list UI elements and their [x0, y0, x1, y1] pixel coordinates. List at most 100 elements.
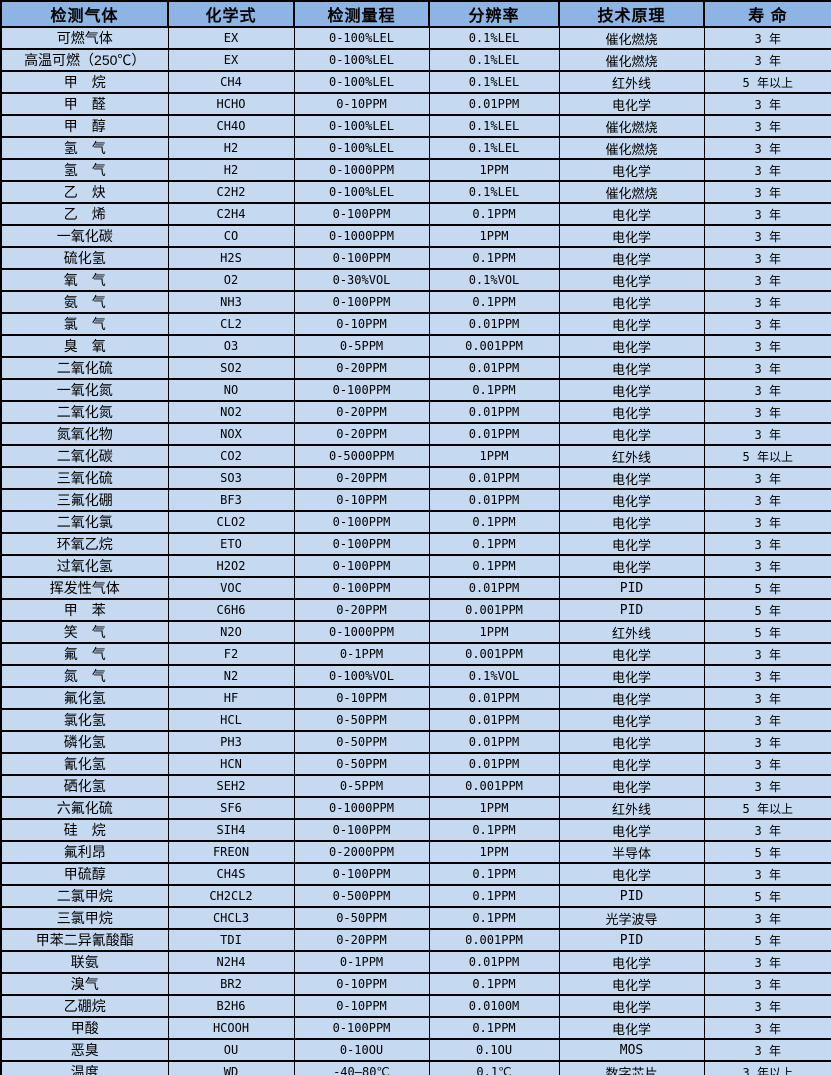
column-header-formula: 化学式	[167, 0, 295, 28]
cell-lifespan: 3 年	[703, 136, 831, 160]
cell-resolution: 0.01PPM	[428, 400, 560, 424]
cell-gas: 三氧化硫	[0, 466, 169, 490]
cell-gas: 甲 苯	[0, 598, 169, 622]
cell-formula: C2H4	[167, 202, 295, 226]
cell-gas: 恶臭	[0, 1038, 169, 1062]
cell-resolution: 0.001PPM	[428, 598, 560, 622]
cell-lifespan: 3 年	[703, 862, 831, 886]
cell-resolution: 0.001PPM	[428, 928, 560, 952]
cell-formula: SO3	[167, 466, 295, 490]
cell-lifespan: 5 年	[703, 840, 831, 864]
cell-gas: 过氧化氢	[0, 554, 169, 578]
table-row: 二氯甲烷 CH2CL2 0-500PPM 0.1PPM PID 5 年	[0, 884, 831, 908]
cell-formula: EX	[167, 48, 295, 72]
cell-gas: 乙硼烷	[0, 994, 169, 1018]
cell-range: 0-100PPM	[293, 378, 430, 402]
cell-resolution: 1PPM	[428, 840, 560, 864]
cell-lifespan: 3 年	[703, 400, 831, 424]
cell-principle: 红外线	[558, 796, 705, 820]
cell-resolution: 0.1%VOL	[428, 268, 560, 292]
cell-range: -40—80℃	[293, 1060, 430, 1075]
cell-gas: 氢 气	[0, 158, 169, 182]
cell-principle: 电化学	[558, 334, 705, 358]
cell-resolution: 0.1%LEL	[428, 26, 560, 50]
cell-range: 0-50PPM	[293, 752, 430, 776]
cell-formula: H2S	[167, 246, 295, 270]
cell-formula: TDI	[167, 928, 295, 952]
table-row: 挥发性气体 VOC 0-100PPM 0.01PPM PID 5 年	[0, 576, 831, 600]
cell-formula: FREON	[167, 840, 295, 864]
cell-resolution: 1PPM	[428, 620, 560, 644]
cell-principle: 催化燃烧	[558, 48, 705, 72]
cell-lifespan: 3 年	[703, 994, 831, 1018]
cell-lifespan: 3 年	[703, 950, 831, 974]
cell-principle: 电化学	[558, 224, 705, 248]
table-row: 氧 气 O2 0-30%VOL 0.1%VOL 电化学 3 年	[0, 268, 831, 292]
cell-gas: 氟化氢	[0, 686, 169, 710]
table-row: 三氧化硫 SO3 0-20PPM 0.01PPM 电化学 3 年	[0, 466, 831, 490]
cell-range: 0-30%VOL	[293, 268, 430, 292]
cell-lifespan: 3 年	[703, 378, 831, 402]
cell-gas: 氟利昂	[0, 840, 169, 864]
cell-range: 0-10PPM	[293, 686, 430, 710]
cell-resolution: 0.1%VOL	[428, 664, 560, 688]
cell-gas: 甲苯二异氰酸酯	[0, 928, 169, 952]
cell-principle: 电化学	[558, 752, 705, 776]
cell-resolution: 0.1PPM	[428, 972, 560, 996]
cell-gas: 环氧乙烷	[0, 532, 169, 556]
cell-resolution: 0.0100M	[428, 994, 560, 1018]
cell-gas: 氯化氢	[0, 708, 169, 732]
cell-principle: 电化学	[558, 356, 705, 380]
cell-range: 0-50PPM	[293, 708, 430, 732]
cell-resolution: 0.1PPM	[428, 532, 560, 556]
cell-principle: 电化学	[558, 422, 705, 446]
cell-formula: NO2	[167, 400, 295, 424]
column-header-principle: 技术原理	[558, 0, 705, 28]
table-row: 氢 气 H2 0-100%LEL 0.1%LEL 催化燃烧 3 年	[0, 136, 831, 160]
cell-formula: NO	[167, 378, 295, 402]
cell-gas: 挥发性气体	[0, 576, 169, 600]
cell-resolution: 0.01PPM	[428, 312, 560, 336]
cell-range: 0-100PPM	[293, 862, 430, 886]
cell-formula: CO	[167, 224, 295, 248]
table-row: 磷化氢 PH3 0-50PPM 0.01PPM 电化学 3 年	[0, 730, 831, 754]
table-row: 乙 炔 C2H2 0-100%LEL 0.1%LEL 催化燃烧 3 年	[0, 180, 831, 204]
cell-range: 0-100PPM	[293, 554, 430, 578]
cell-formula: HF	[167, 686, 295, 710]
cell-range: 0-20PPM	[293, 356, 430, 380]
cell-principle: 电化学	[558, 290, 705, 314]
cell-gas: 臭 氧	[0, 334, 169, 358]
cell-lifespan: 3 年	[703, 818, 831, 842]
cell-range: 0-1000PPM	[293, 158, 430, 182]
cell-resolution: 0.01PPM	[428, 422, 560, 446]
cell-lifespan: 5 年以上	[703, 796, 831, 820]
cell-formula: N2O	[167, 620, 295, 644]
cell-formula: HCOOH	[167, 1016, 295, 1040]
table-row: 甲硫醇 CH4S 0-100PPM 0.1PPM 电化学 3 年	[0, 862, 831, 886]
table-row: 硫化氢 H2S 0-100PPM 0.1PPM 电化学 3 年	[0, 246, 831, 270]
table-row: 笑 气 N2O 0-1000PPM 1PPM 红外线 5 年	[0, 620, 831, 644]
cell-principle: 电化学	[558, 400, 705, 424]
cell-formula: PH3	[167, 730, 295, 754]
cell-formula: HCHO	[167, 92, 295, 116]
cell-range: 0-100%LEL	[293, 180, 430, 204]
cell-range: 0-10PPM	[293, 488, 430, 512]
cell-gas: 三氯甲烷	[0, 906, 169, 930]
table-row: 乙硼烷 B2H6 0-10PPM 0.0100M 电化学 3 年	[0, 994, 831, 1018]
cell-principle: 电化学	[558, 488, 705, 512]
cell-lifespan: 3 年	[703, 224, 831, 248]
table-row: 三氟化硼 BF3 0-10PPM 0.01PPM 电化学 3 年	[0, 488, 831, 512]
cell-resolution: 0.01PPM	[428, 356, 560, 380]
cell-range: 0-10PPM	[293, 994, 430, 1018]
cell-gas: 二氧化氮	[0, 400, 169, 424]
table-row: 臭 氧 O3 0-5PPM 0.001PPM 电化学 3 年	[0, 334, 831, 358]
table-row: 高温可燃（250℃） EX 0-100%LEL 0.1%LEL 催化燃烧 3 年	[0, 48, 831, 72]
table-row: 氮氧化物 NOX 0-20PPM 0.01PPM 电化学 3 年	[0, 422, 831, 446]
cell-principle: 电化学	[558, 862, 705, 886]
cell-formula: CH4	[167, 70, 295, 94]
cell-principle: 电化学	[558, 466, 705, 490]
cell-resolution: 0.1PPM	[428, 246, 560, 270]
cell-resolution: 0.01PPM	[428, 708, 560, 732]
cell-resolution: 0.01PPM	[428, 92, 560, 116]
